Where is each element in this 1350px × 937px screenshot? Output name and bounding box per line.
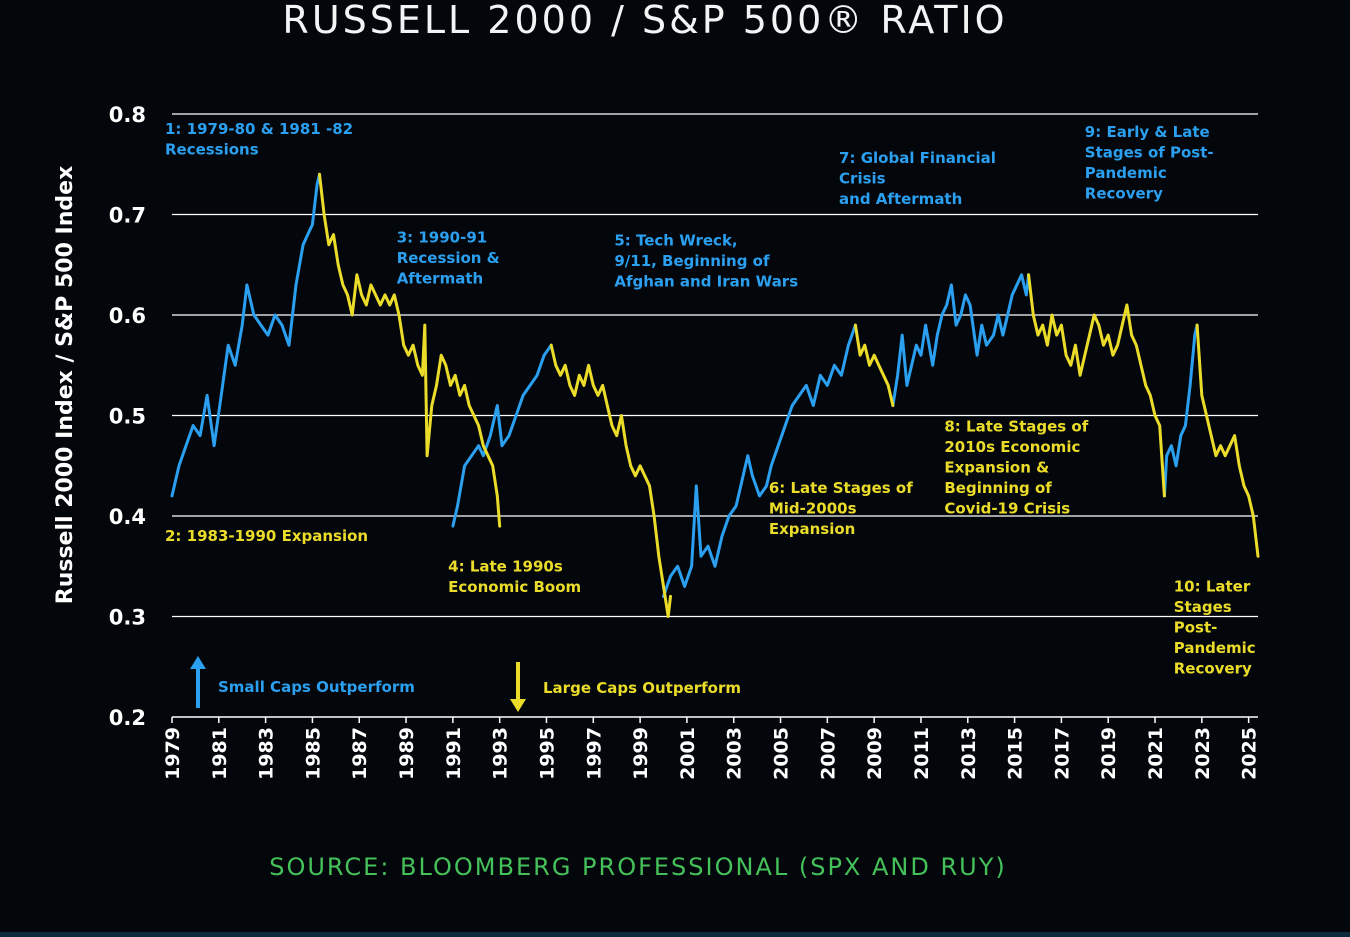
y-axis-label: Russell 2000 Index / S&P 500 Index [53, 166, 78, 605]
annotation-label: 4: Late 1990s Economic Boom [448, 557, 581, 596]
series-line-small-caps [662, 323, 857, 598]
x-tick-label: 2025 [1239, 727, 1261, 780]
chart-title: RUSSELL 2000 / S&P 500® RATIO [282, 0, 1008, 42]
annotation-label: 8: Late Stages of 2010s Economic Expansion… [944, 418, 1088, 518]
x-tick-label: 2001 [677, 727, 699, 780]
y-tick-label: 0.5 [109, 405, 146, 429]
down-arrow-head-icon [510, 699, 526, 712]
series-line-small-caps [1162, 323, 1199, 498]
annotation-label: 7: Global Financial Crisis and Aftermath [839, 149, 996, 208]
x-tick-label: 2021 [1145, 727, 1167, 780]
series-line-small-caps [891, 273, 1031, 407]
bottom-bar [0, 932, 1350, 937]
y-tick-label: 0.2 [109, 706, 146, 730]
x-tick-label: 1987 [349, 727, 371, 780]
x-tick-label: 1995 [536, 727, 558, 780]
x-tick-label: 1979 [162, 727, 184, 780]
series-line-small-caps [170, 172, 321, 498]
x-tick-label: 2019 [1098, 727, 1120, 780]
series-line-large-caps [853, 323, 895, 407]
annotation-label: 5: Tech Wreck, 9/11, Beginning of Afghan a… [614, 232, 798, 291]
annotations: 1: 1979-80 & 1981 -82 Recessions 2: 1983-1… [165, 120, 1256, 677]
x-tick-label: 2009 [864, 727, 886, 780]
x-tick-label: 2003 [724, 727, 746, 780]
y-tick-labels: 0.2 0.3 0.4 0.5 0.6 0.7 0.8 [109, 103, 146, 730]
x-tick-label: 2013 [958, 727, 980, 780]
annotation-label: 6: Late Stages of Mid-2000s Expansion [769, 479, 913, 538]
x-tick-label: 2005 [771, 727, 793, 780]
annotation-label: 9: Early & Late Stages of Post-Pandemic Re… [1085, 123, 1214, 203]
x-tick-label: 2011 [911, 727, 933, 780]
legend-label: Small Caps Outperform [218, 678, 415, 696]
x-tick-label: 1997 [583, 727, 605, 780]
legend-label: Large Caps Outperform [543, 679, 741, 697]
source-note: SOURCE: BLOOMBERG PROFESSIONAL (SPX AND … [269, 853, 1007, 881]
series-line-large-caps [1027, 273, 1166, 498]
x-tick-label: 2023 [1192, 727, 1214, 780]
annotation-label: 2: 1983-1990 Expansion [165, 527, 368, 545]
x-tick-label: 2015 [1005, 727, 1027, 780]
legend: Small Caps Outperform Large Caps Outperfo… [190, 656, 741, 712]
x-tick-label: 2007 [817, 727, 839, 780]
y-tick-label: 0.6 [109, 304, 146, 328]
up-arrow-head-icon [190, 656, 206, 669]
annotation-label: 10: Later Stages Post-Pandemic Recovery [1174, 577, 1256, 677]
x-tick-labels: 1979 1981 1983 1985 1987 1989 1991 1993 1995 1997… [162, 716, 1261, 780]
annotation-label: 1: 1979-80 & 1981 -82 Recessions [165, 120, 353, 159]
annotation-label: 3: 1990-91 Recession & Aftermath [397, 229, 500, 288]
x-tick-label: 1985 [302, 727, 324, 780]
x-tick-label: 1993 [490, 727, 512, 780]
x-tick-label: 1981 [209, 727, 231, 780]
series-line-large-caps [1195, 323, 1260, 558]
y-tick-label: 0.7 [109, 204, 146, 228]
x-tick-label: 2017 [1051, 727, 1073, 780]
series-line-small-caps [451, 343, 553, 528]
y-tick-label: 0.8 [109, 103, 146, 127]
x-tick-label: 1999 [630, 727, 652, 780]
y-tick-label: 0.3 [109, 606, 146, 630]
x-tick-label: 1983 [256, 727, 278, 780]
x-tick-label: 1991 [443, 727, 465, 780]
y-tick-label: 0.4 [109, 505, 146, 529]
x-tick-label: 1989 [396, 727, 418, 780]
series-line-large-caps [318, 172, 502, 528]
data-series [170, 172, 1260, 618]
series-line-large-caps [549, 343, 672, 618]
